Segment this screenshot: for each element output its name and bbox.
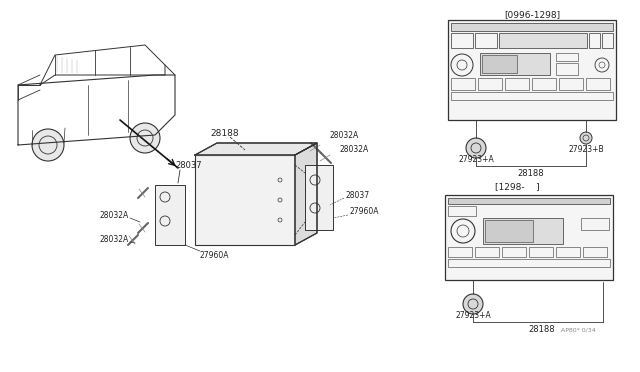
Bar [448,247,472,257]
Bar [475,247,499,257]
Bar [445,195,613,280]
Bar [502,247,526,257]
Text: 28188: 28188 [518,170,544,179]
Text: 27923+B: 27923+B [568,145,604,154]
Bar [505,78,529,90]
Bar [581,218,609,230]
Polygon shape [295,143,317,245]
Bar [485,220,533,242]
Bar [589,33,600,48]
Bar [556,53,578,61]
Text: 27960A: 27960A [200,250,230,260]
Bar [583,247,607,257]
Text: AP80* 0/34: AP80* 0/34 [561,327,596,333]
Bar [451,33,473,48]
Bar [305,165,333,230]
Bar [559,78,583,90]
Text: [1298-    ]: [1298- ] [495,183,540,192]
Text: 28037: 28037 [345,190,369,199]
Text: 28188: 28188 [211,128,239,138]
Bar [529,247,553,257]
Circle shape [130,123,160,153]
Text: 28032A: 28032A [340,145,369,154]
Text: 27960A: 27960A [350,208,380,217]
Bar [448,259,610,267]
Polygon shape [195,143,317,155]
Bar [483,218,563,244]
Text: 27923+A: 27923+A [455,311,491,321]
Bar [532,78,556,90]
Circle shape [463,294,483,314]
Circle shape [32,129,64,161]
Bar [195,155,295,245]
Bar [556,63,578,75]
Circle shape [580,132,592,144]
Bar [448,206,476,216]
Bar [448,198,610,204]
Text: 28032A: 28032A [100,211,129,219]
Circle shape [466,138,486,158]
Bar [451,92,613,100]
Bar [602,33,613,48]
Bar [499,33,587,48]
Text: 27923+A: 27923+A [458,155,494,164]
Text: 28188: 28188 [528,326,555,334]
Bar [482,55,517,73]
Text: [0996-1298]: [0996-1298] [504,10,560,19]
Text: 28032A: 28032A [330,131,359,140]
Bar [451,23,613,31]
Bar [155,185,185,245]
Text: 28037: 28037 [175,160,202,170]
Bar [556,247,580,257]
Bar [586,78,610,90]
Bar [480,53,550,75]
Bar [451,78,475,90]
Bar [448,20,616,120]
Text: 28032A: 28032A [100,235,129,244]
Bar [478,78,502,90]
Bar [475,33,497,48]
